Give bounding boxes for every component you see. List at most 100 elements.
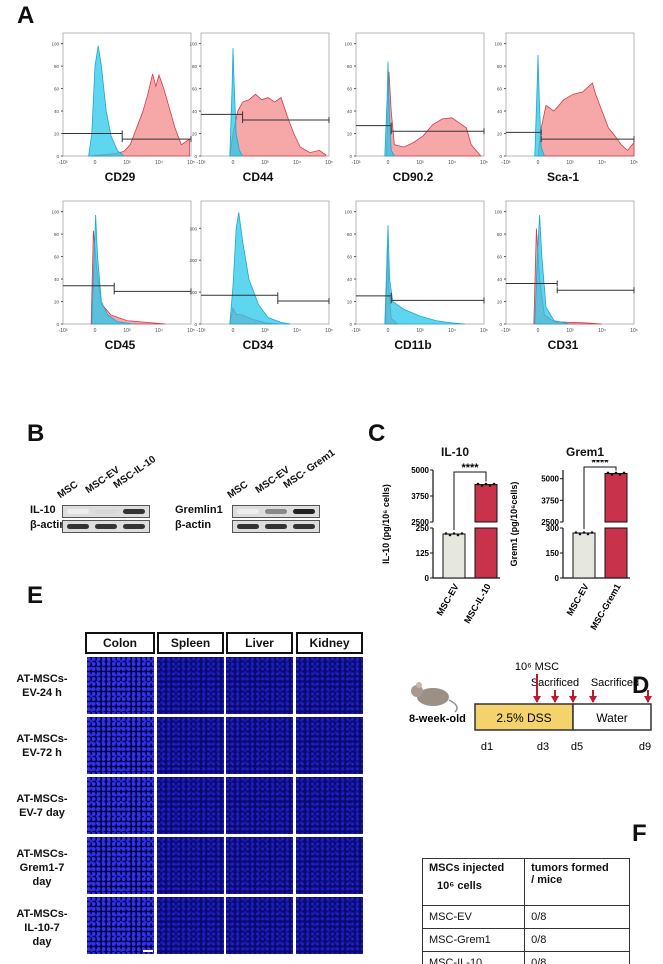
data-point — [480, 484, 484, 487]
blot-band — [237, 524, 259, 529]
ytick-label: 0 — [56, 322, 59, 327]
day-label: d3 — [537, 741, 549, 753]
blot-band — [95, 524, 117, 529]
blot-band — [293, 509, 315, 514]
blot-strip — [232, 505, 320, 518]
ytick-label: 0 — [555, 574, 560, 583]
ytick-label: 40 — [192, 109, 198, 114]
ytick-label: 0 — [499, 154, 502, 159]
blot-band — [265, 524, 287, 529]
header-text: / mice — [531, 874, 563, 886]
series-red — [385, 71, 482, 157]
cell: MSC-Grem1 — [421, 928, 526, 952]
data-point — [476, 482, 480, 486]
row-label-line: EV-72 h — [22, 747, 62, 759]
xtick-label: -10³ — [502, 328, 511, 334]
xtick-label: -10³ — [59, 328, 68, 334]
ytick-label: 0 — [349, 322, 352, 327]
arrow-head-icon — [569, 696, 577, 703]
scale-bar — [143, 950, 153, 952]
ytick-label: 40 — [54, 277, 60, 282]
ytick-label: 300 — [546, 524, 560, 533]
table-header-row: MSCs injected 10⁶ cells tumors formed / mi… — [421, 858, 630, 906]
marker-label: CD31 — [547, 338, 579, 352]
bar — [442, 533, 466, 579]
xtick-label: 10⁵ — [630, 328, 638, 334]
series-red — [229, 93, 327, 157]
y-axis-label: IL-10 (pg/10⁶ cells) — [381, 484, 391, 564]
series-blue — [88, 45, 125, 157]
series-blue — [229, 212, 291, 325]
lane-label: MSC — [55, 479, 81, 501]
xtick-label: 10³ — [123, 328, 131, 334]
xtick-label: 0 — [387, 328, 390, 334]
header-text: MSCs injected — [429, 862, 505, 874]
micrograph-spleen — [157, 837, 224, 894]
xtick-label: 10⁵ — [187, 328, 195, 334]
significance-stars: **** — [461, 462, 479, 474]
xtick-label: 10⁵ — [630, 160, 638, 166]
row-label: AT-MSCs- Grem1-7 day — [2, 847, 82, 889]
data-point — [448, 533, 452, 537]
ytick-label: 60 — [192, 87, 198, 92]
micrograph-spleen — [157, 897, 224, 954]
ytick-label: 0 — [349, 154, 352, 159]
blot-row-label: β-actin — [175, 519, 212, 531]
chart-title: Grem1 — [565, 445, 605, 459]
gate-left — [356, 122, 392, 129]
xtick-label: 10⁴ — [598, 328, 606, 334]
ytick-label: 60 — [54, 255, 60, 260]
xtick-label: -10³ — [352, 160, 361, 166]
marker-label: CD11b — [394, 338, 432, 352]
ytick-label: 0 — [425, 574, 430, 583]
cell: 0/8 — [524, 928, 630, 952]
blot-row-label: IL-10 — [30, 504, 56, 516]
micrograph-liver — [226, 717, 293, 774]
arrow-head-icon — [533, 696, 541, 703]
micrograph-spleen — [157, 717, 224, 774]
ytick-label: 20 — [347, 132, 353, 137]
gate-left — [63, 130, 123, 137]
xtick-label: 10⁴ — [293, 328, 301, 334]
xtick-label: MSC-Grem1 — [588, 582, 622, 632]
panel-label-e: E — [27, 582, 44, 609]
plot-frame — [505, 200, 635, 325]
ytick-label: 125 — [416, 549, 430, 558]
cell: MSC-IL-10 — [421, 951, 526, 964]
blot-row-label: β-actin — [30, 519, 67, 531]
xtick-label: 0 — [232, 160, 235, 166]
ytick-label: 100 — [344, 210, 352, 215]
blot-strip — [232, 520, 320, 533]
micrograph-kidney — [296, 837, 363, 894]
ytick-label: 80 — [497, 232, 503, 237]
gate-left — [506, 129, 542, 136]
data-point — [622, 471, 626, 475]
ytick-label: 40 — [497, 277, 503, 282]
sacrificed-label-2: Sacrificed — [591, 677, 639, 689]
dss-bar — [474, 703, 574, 731]
ytick-label: 100 — [51, 42, 59, 47]
row-label-line: AT-MSCs- — [16, 793, 68, 805]
micrograph-spleen — [157, 777, 224, 834]
ytick-label: 40 — [347, 109, 353, 114]
xtick-label: 10⁴ — [598, 160, 606, 166]
panel-label-c: C — [368, 420, 386, 447]
panel-label-f: F — [632, 820, 647, 847]
series-blue — [91, 214, 134, 325]
row-label: AT-MSCs- EV-24 h — [2, 672, 82, 700]
micrograph-colon — [87, 777, 154, 834]
header-cell: tumors formed / mice — [524, 858, 630, 906]
gate-right — [121, 136, 192, 143]
micrograph-kidney — [296, 897, 363, 954]
y-axis-label: Grem1 (pg/10⁶cells) — [509, 482, 519, 567]
marker-label: CD29 — [104, 170, 136, 184]
xtick-label: 10⁵ — [480, 160, 488, 166]
day-label: d9 — [639, 741, 651, 753]
panel-label-a: A — [17, 2, 35, 29]
bar — [604, 527, 628, 579]
